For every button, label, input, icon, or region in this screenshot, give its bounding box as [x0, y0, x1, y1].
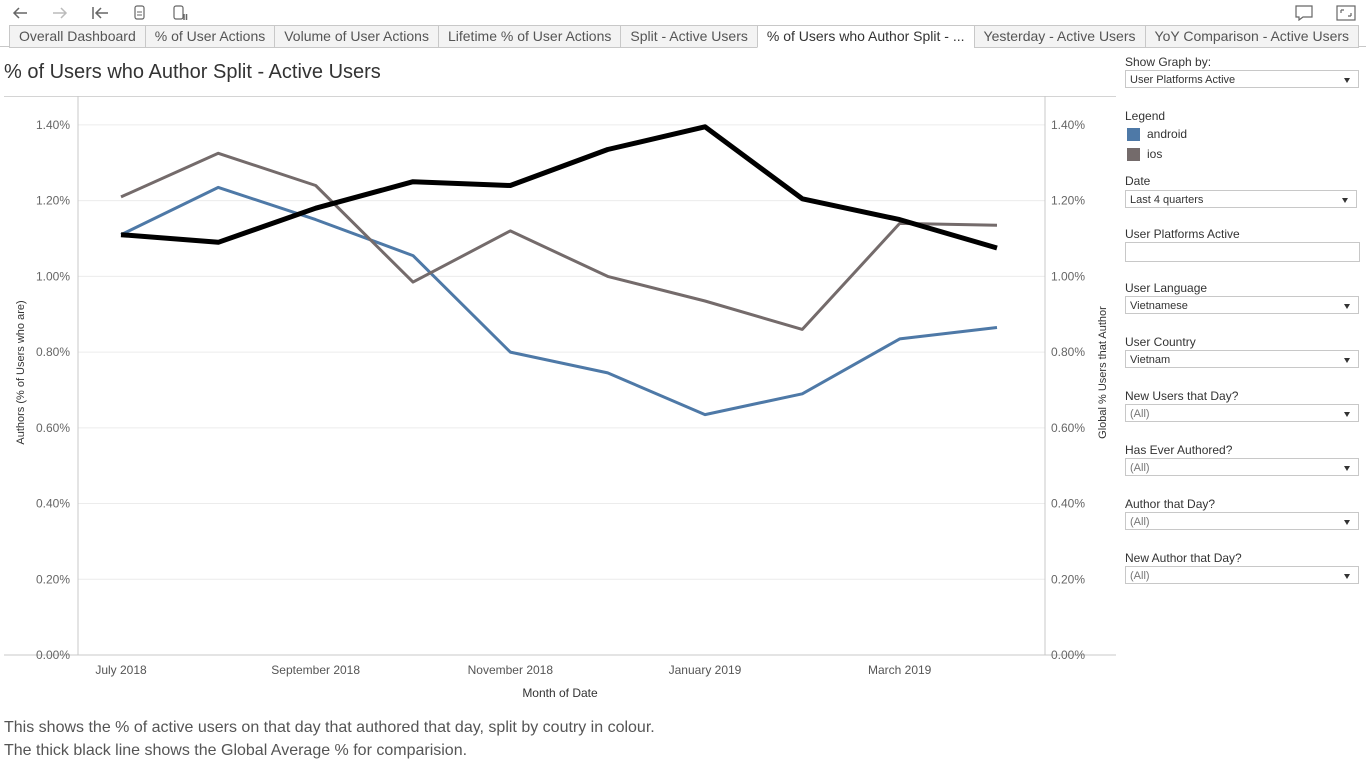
user-country-label: User Country: [1125, 335, 1196, 349]
chevron-down-icon: [1344, 304, 1350, 309]
y-tick-label-left: 0.40%: [36, 497, 70, 511]
series-line-ios[interactable]: [120, 151, 998, 331]
chevron-down-icon: [1344, 78, 1350, 83]
x-tick-label: March 2019: [868, 663, 932, 677]
tab-volume-user-actions[interactable]: Volume of User Actions: [274, 25, 438, 48]
x-tick-label: July 2018: [95, 663, 147, 677]
x-tick-label: November 2018: [468, 663, 554, 677]
user-language-label: User Language: [1125, 281, 1208, 295]
y-tick-label-right: 0.20%: [1051, 572, 1085, 586]
sheet-tabs: Overall Dashboard % of User Actions Volu…: [9, 25, 1360, 48]
chevron-down-icon: [1344, 574, 1350, 579]
user-language-value: Vietnamese: [1130, 300, 1188, 312]
new-author-label: New Author that Day?: [1125, 551, 1242, 565]
y-axis-title-right: Global % Users that Author: [1097, 306, 1109, 439]
back-icon[interactable]: [9, 3, 31, 23]
y-tick-label-right: 0.00%: [1051, 648, 1085, 662]
y-tick-label-right: 0.40%: [1051, 497, 1085, 511]
user-platforms-active-label: User Platforms Active: [1125, 227, 1240, 241]
tab-lifetime-percent-user-actions[interactable]: Lifetime % of User Actions: [437, 25, 621, 48]
caption-line-1: This shows the % of active users on that…: [4, 719, 655, 736]
y-tick-label-left: 1.00%: [36, 269, 70, 283]
show-graph-by-dropdown[interactable]: User Platforms Active: [1125, 70, 1359, 88]
has-ever-authored-label: Has Ever Authored?: [1125, 443, 1233, 457]
y-tick-label-left: 0.20%: [36, 572, 70, 586]
date-filter-value: Last 4 quarters: [1130, 194, 1204, 206]
tab-percent-users-who-author-split[interactable]: % of Users who Author Split - ...: [756, 25, 974, 48]
x-axis-title: Month of Date: [522, 686, 598, 700]
x-tick-label: September 2018: [271, 663, 360, 677]
new-author-value: (All): [1130, 570, 1150, 582]
author-that-day-dropdown[interactable]: (All): [1125, 512, 1359, 530]
new-users-dropdown[interactable]: (All): [1125, 404, 1359, 422]
legend-item-android[interactable]: android: [1127, 127, 1187, 141]
line-chart[interactable]: 0.00% 0.00% 0.20% 0.20% 0.40% 0.40% 0.60% 0.60%…: [0, 96, 1116, 706]
user-platforms-active-input[interactable]: [1125, 242, 1360, 262]
title-divider: [4, 96, 1116, 97]
new-author-dropdown[interactable]: (All): [1125, 566, 1359, 584]
tab-percent-user-actions[interactable]: % of User Actions: [144, 25, 275, 48]
y-tick-label-right: 1.00%: [1051, 269, 1085, 283]
user-country-dropdown[interactable]: Vietnam: [1125, 350, 1359, 368]
user-language-dropdown[interactable]: Vietnamese: [1125, 296, 1359, 314]
has-ever-authored-value: (All): [1130, 462, 1150, 474]
y-tick-label-right: 1.20%: [1051, 194, 1085, 208]
date-filter-dropdown[interactable]: Last 4 quarters: [1125, 190, 1357, 208]
y-tick-label-right: 0.60%: [1051, 421, 1085, 435]
series-line-global-average[interactable]: [120, 124, 998, 251]
legend-item-ios[interactable]: ios: [1127, 147, 1162, 161]
refresh-data-icon[interactable]: [129, 3, 151, 23]
y-tick-label-left: 0.00%: [36, 648, 70, 662]
author-that-day-label: Author that Day?: [1125, 497, 1216, 511]
chevron-down-icon: [1344, 358, 1350, 363]
user-country-value: Vietnam: [1130, 354, 1171, 366]
y-tick-label-left: 1.40%: [36, 118, 70, 132]
series-line-android[interactable]: [120, 185, 998, 417]
y-axis-title-left: Authors (% of Users who are): [15, 300, 27, 444]
y-tick-label-right: 1.40%: [1051, 118, 1085, 132]
has-ever-authored-dropdown[interactable]: (All): [1125, 458, 1359, 476]
tab-yesterday-active-users[interactable]: Yesterday - Active Users: [973, 25, 1145, 48]
y-tick-label-left: 0.80%: [36, 345, 70, 359]
forward-icon[interactable]: [49, 3, 71, 23]
chevron-down-icon: [1344, 520, 1350, 525]
pause-icon[interactable]: [169, 3, 191, 23]
chevron-down-icon: [1344, 466, 1350, 471]
chevron-down-icon: [1342, 198, 1348, 203]
y-tick-label-left: 0.60%: [36, 421, 70, 435]
revert-icon[interactable]: [89, 3, 111, 23]
tab-yoy-comparison-active-users[interactable]: YoY Comparison - Active Users: [1144, 25, 1360, 48]
show-graph-by-label: Show Graph by:: [1125, 55, 1212, 69]
tab-split-active-users[interactable]: Split - Active Users: [620, 25, 757, 48]
author-that-day-value: (All): [1130, 516, 1150, 528]
new-users-label: New Users that Day?: [1125, 389, 1239, 403]
tab-overall-dashboard[interactable]: Overall Dashboard: [9, 25, 145, 48]
legend-label-ios: ios: [1147, 147, 1163, 161]
show-graph-by-value: User Platforms Active: [1130, 74, 1236, 86]
page-title: % of Users who Author Split - Active Use…: [4, 61, 381, 83]
legend-swatch-ios: [1127, 147, 1140, 161]
y-tick-label-left: 1.20%: [36, 194, 70, 208]
x-tick-label: January 2019: [669, 663, 742, 677]
new-users-value: (All): [1130, 408, 1150, 420]
toolbar: [0, 0, 1366, 26]
y-tick-label-right: 0.80%: [1051, 345, 1085, 359]
chevron-down-icon: [1344, 412, 1350, 417]
legend-title: Legend: [1125, 109, 1166, 123]
comment-icon[interactable]: [1293, 3, 1315, 23]
date-filter-label: Date: [1125, 174, 1151, 188]
legend-label-android: android: [1147, 127, 1188, 141]
legend-swatch-android: [1127, 127, 1140, 141]
caption-line-2: The thick black line shows the Global Av…: [4, 742, 468, 759]
fullscreen-icon[interactable]: [1335, 3, 1357, 23]
